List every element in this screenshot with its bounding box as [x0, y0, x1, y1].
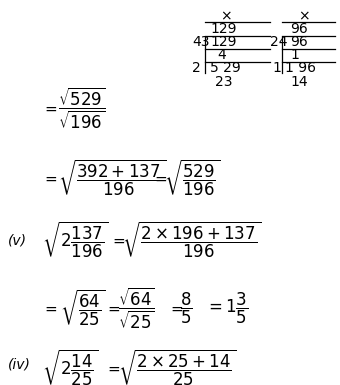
Text: 43: 43: [192, 35, 209, 49]
Text: ×: ×: [298, 9, 310, 23]
Text: (iv): (iv): [8, 358, 31, 372]
Text: $\sqrt{2\dfrac{14}{25}}$: $\sqrt{2\dfrac{14}{25}}$: [42, 348, 98, 385]
Text: 96: 96: [290, 35, 308, 49]
Text: $=$: $=$: [105, 301, 121, 315]
Text: $\sqrt{2\dfrac{137}{196}}$: $\sqrt{2\dfrac{137}{196}}$: [42, 220, 109, 260]
Text: 4: 4: [217, 48, 226, 62]
Text: $=$: $=$: [42, 100, 58, 115]
Text: $=$: $=$: [105, 360, 121, 375]
Text: $\sqrt{\dfrac{2\times25+14}{25}}$: $\sqrt{\dfrac{2\times25+14}{25}}$: [118, 348, 236, 385]
Text: 14: 14: [290, 75, 308, 89]
Text: $=$: $=$: [110, 233, 126, 248]
Text: 1: 1: [290, 48, 299, 62]
Text: 23: 23: [215, 75, 233, 89]
Text: $=$: $=$: [168, 301, 184, 315]
Text: 5 29: 5 29: [210, 61, 241, 75]
Text: 24: 24: [270, 35, 288, 49]
Text: $\sqrt{\dfrac{2\times196+137}{196}}$: $\sqrt{\dfrac{2\times196+137}{196}}$: [122, 220, 261, 260]
Text: 1: 1: [272, 61, 281, 75]
Text: $\dfrac{\sqrt{64}}{\sqrt{25}}$: $\dfrac{\sqrt{64}}{\sqrt{25}}$: [118, 285, 155, 331]
Text: (v): (v): [8, 233, 27, 247]
Text: 1 96: 1 96: [285, 61, 316, 75]
Text: $\dfrac{\sqrt{529}}{\sqrt{196}}$: $\dfrac{\sqrt{529}}{\sqrt{196}}$: [58, 85, 105, 131]
Text: 129: 129: [210, 22, 237, 36]
Text: 129: 129: [210, 35, 237, 49]
Text: 2: 2: [192, 61, 201, 75]
Text: ×: ×: [220, 9, 232, 23]
Text: $=1\dfrac{3}{5}$: $=1\dfrac{3}{5}$: [205, 290, 249, 326]
Text: $\sqrt{\dfrac{529}{196}}$: $\sqrt{\dfrac{529}{196}}$: [164, 158, 220, 198]
Text: $=$: $=$: [152, 171, 168, 186]
Text: 96: 96: [290, 22, 308, 36]
Text: $\dfrac{8}{5}$: $\dfrac{8}{5}$: [180, 290, 192, 326]
Text: $=$: $=$: [42, 171, 58, 186]
Text: $\sqrt{\dfrac{392+137}{196}}$: $\sqrt{\dfrac{392+137}{196}}$: [58, 158, 166, 198]
Text: $=$: $=$: [42, 301, 58, 315]
Text: $\sqrt{\dfrac{64}{25}}$: $\sqrt{\dfrac{64}{25}}$: [60, 288, 105, 328]
